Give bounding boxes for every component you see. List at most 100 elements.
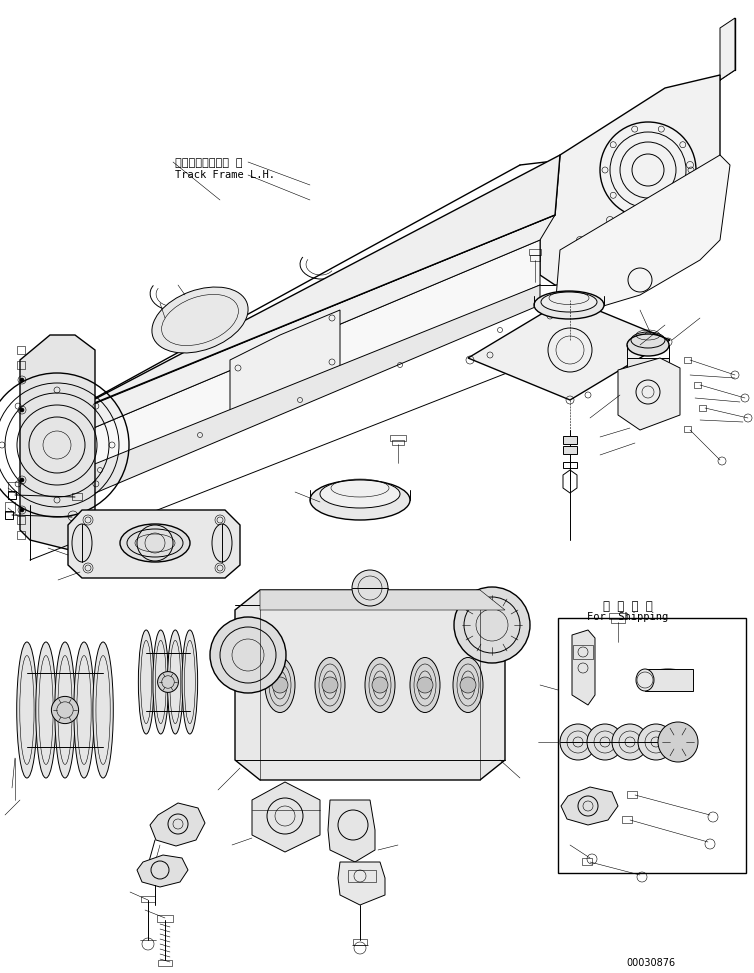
Text: For  Shipping: For Shipping bbox=[587, 612, 669, 622]
Polygon shape bbox=[338, 862, 385, 905]
Polygon shape bbox=[30, 360, 65, 520]
Polygon shape bbox=[235, 590, 505, 780]
Polygon shape bbox=[68, 510, 240, 578]
Circle shape bbox=[560, 724, 596, 760]
Circle shape bbox=[417, 677, 433, 693]
Polygon shape bbox=[540, 75, 720, 285]
Bar bbox=[17, 516, 25, 524]
Ellipse shape bbox=[410, 658, 440, 712]
Circle shape bbox=[352, 570, 388, 606]
Polygon shape bbox=[572, 630, 595, 705]
Circle shape bbox=[638, 724, 674, 760]
Ellipse shape bbox=[310, 480, 410, 520]
Ellipse shape bbox=[212, 524, 232, 562]
Bar bbox=[157, 915, 173, 922]
Bar bbox=[609, 613, 627, 619]
Bar bbox=[627, 791, 637, 798]
Polygon shape bbox=[468, 298, 670, 400]
Text: 00030876: 00030876 bbox=[626, 958, 675, 968]
Bar bbox=[72, 493, 82, 500]
Text: トラックフレーム 左: トラックフレーム 左 bbox=[175, 158, 243, 168]
Circle shape bbox=[20, 408, 24, 412]
Bar bbox=[699, 405, 706, 411]
Ellipse shape bbox=[265, 658, 295, 712]
Bar bbox=[530, 255, 540, 261]
Ellipse shape bbox=[139, 630, 154, 734]
Circle shape bbox=[210, 617, 286, 693]
Ellipse shape bbox=[93, 642, 113, 778]
Polygon shape bbox=[150, 803, 205, 846]
Bar bbox=[17, 361, 25, 369]
Bar bbox=[684, 426, 691, 432]
Polygon shape bbox=[720, 18, 735, 80]
Polygon shape bbox=[618, 358, 680, 430]
Polygon shape bbox=[328, 800, 375, 862]
Ellipse shape bbox=[453, 658, 483, 712]
Text: Track Frame L.H.: Track Frame L.H. bbox=[175, 170, 275, 180]
Circle shape bbox=[587, 724, 623, 760]
Polygon shape bbox=[561, 787, 618, 825]
Ellipse shape bbox=[643, 669, 693, 691]
Bar bbox=[5, 511, 13, 519]
Ellipse shape bbox=[35, 642, 56, 778]
Bar bbox=[558, 618, 746, 873]
Circle shape bbox=[20, 378, 24, 382]
Ellipse shape bbox=[17, 642, 37, 778]
Bar bbox=[392, 440, 404, 445]
Bar bbox=[563, 446, 577, 454]
Bar bbox=[158, 960, 172, 966]
Bar bbox=[645, 669, 693, 691]
Ellipse shape bbox=[365, 658, 395, 712]
Polygon shape bbox=[260, 590, 505, 610]
Ellipse shape bbox=[541, 292, 597, 312]
Polygon shape bbox=[30, 285, 540, 510]
Text: 運 搞 部 品: 運 搞 部 品 bbox=[603, 600, 653, 613]
Ellipse shape bbox=[55, 642, 75, 778]
Bar bbox=[684, 357, 691, 363]
Bar bbox=[17, 531, 25, 539]
Circle shape bbox=[460, 677, 476, 693]
Circle shape bbox=[20, 478, 24, 482]
Ellipse shape bbox=[534, 291, 604, 319]
Ellipse shape bbox=[153, 630, 169, 734]
Polygon shape bbox=[252, 782, 320, 852]
Bar bbox=[611, 618, 625, 623]
Bar bbox=[17, 346, 25, 354]
Ellipse shape bbox=[72, 524, 92, 562]
Ellipse shape bbox=[627, 334, 669, 356]
Bar bbox=[563, 436, 577, 444]
Polygon shape bbox=[20, 335, 95, 550]
Ellipse shape bbox=[320, 480, 400, 508]
Circle shape bbox=[658, 722, 698, 762]
Ellipse shape bbox=[74, 642, 94, 778]
Bar bbox=[573, 645, 593, 659]
Bar bbox=[8, 491, 16, 499]
Bar bbox=[5, 502, 15, 512]
Polygon shape bbox=[30, 240, 540, 510]
Circle shape bbox=[372, 677, 388, 693]
Ellipse shape bbox=[167, 630, 183, 734]
Circle shape bbox=[322, 677, 338, 693]
Ellipse shape bbox=[636, 669, 654, 691]
Bar bbox=[390, 435, 406, 441]
Circle shape bbox=[454, 587, 530, 663]
Ellipse shape bbox=[182, 630, 198, 734]
Circle shape bbox=[612, 724, 648, 760]
Circle shape bbox=[158, 671, 179, 693]
Circle shape bbox=[51, 697, 78, 724]
Circle shape bbox=[20, 508, 24, 512]
Bar bbox=[627, 358, 669, 373]
Ellipse shape bbox=[120, 524, 190, 562]
Bar bbox=[348, 870, 376, 882]
Polygon shape bbox=[555, 155, 730, 310]
Polygon shape bbox=[137, 855, 188, 887]
Ellipse shape bbox=[315, 658, 345, 712]
Bar bbox=[694, 382, 701, 388]
Bar bbox=[622, 816, 632, 823]
Polygon shape bbox=[65, 215, 555, 440]
Bar bbox=[353, 939, 367, 945]
Polygon shape bbox=[230, 310, 340, 420]
Polygon shape bbox=[55, 155, 560, 420]
Bar bbox=[529, 249, 541, 255]
Ellipse shape bbox=[152, 287, 248, 353]
